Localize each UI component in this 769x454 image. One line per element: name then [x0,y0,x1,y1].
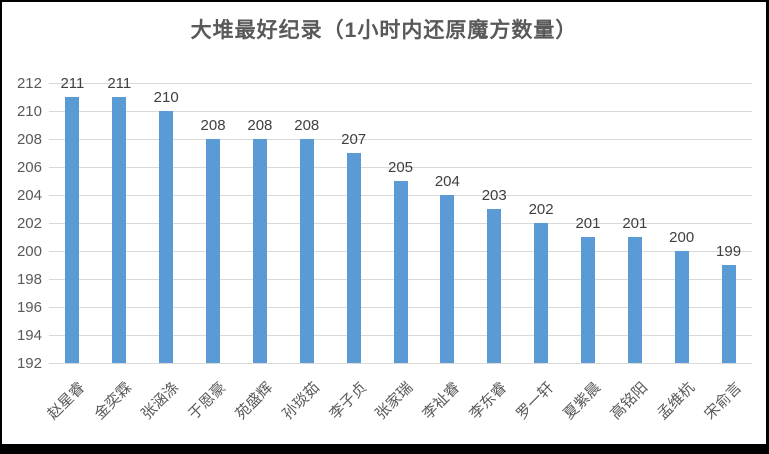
gridline [49,363,752,364]
bar-value-label: 210 [153,89,179,106]
x-axis-category-label: 宋俞言 [700,379,745,423]
bar [487,209,502,363]
bar-value-label: 201 [575,215,601,232]
x-axis-category-label: 孟维杭 [653,379,698,423]
bar [299,139,314,363]
gridline [49,83,752,84]
bar [112,97,127,363]
x-axis-category-label: 高铭阳 [607,379,651,423]
y-axis-tick-label: 212 [16,75,42,92]
x-axis-category-label: 张家瑞 [372,379,417,423]
bar-value-label: 199 [716,243,742,260]
bar-value-label: 200 [669,229,695,246]
x-axis-category-label: 夏紫晨 [560,379,605,423]
y-axis-tick-label: 210 [16,103,42,120]
x-axis-category-label: 李祉睿 [419,379,464,423]
bar-value-label: 211 [60,75,85,92]
bar-value-label: 208 [200,117,226,134]
x-axis-category-label: 李子贞 [325,379,370,423]
bar-value-label: 208 [294,117,320,134]
gridline [49,167,752,168]
y-axis-tick-label: 192 [16,355,42,372]
plot-area: 211 211 210 208 208 208 207 205 204 203 202 201 201 2… [49,75,752,364]
bar-value-label: 203 [481,187,507,204]
bar [252,139,267,363]
x-axis-category-label: 张涵涤 [138,379,183,423]
y-axis-tick-label: 196 [16,299,42,316]
bar [627,237,642,363]
bar-value-label: 205 [387,159,414,176]
bar [393,181,408,363]
bar [674,251,689,363]
x-axis-category-label: 苑盛辉 [232,379,277,423]
x-axis-category-label: 孙琰茹 [279,379,323,423]
bar-value-label: 202 [528,201,554,218]
bar [206,139,221,363]
bar [65,97,80,363]
x-axis-category-label: 金奕霖 [91,379,136,423]
y-axis-tick-label: 198 [16,271,42,288]
gridline [49,111,752,112]
x-axis: 赵星睿 金奕霖 张涵涤 于恩豪 苑盛辉 孙琰茹 李子贞 张家瑞 李祉睿 李东睿 罗一轩 夏紫晨 高铭阳孟… [45,369,752,444]
bar [580,237,595,363]
bar [159,111,174,363]
y-axis-tick-label: 208 [16,131,42,148]
y-axis-tick-label: 204 [16,187,42,204]
y-axis-tick-label: 200 [16,243,42,260]
bar [534,223,549,363]
bar-value-label: 211 [107,75,132,92]
x-axis-category-label: 罗一轩 [513,379,558,423]
y-axis-tick-label: 194 [16,327,42,344]
x-axis-category-label: 李东睿 [466,379,511,423]
bar-value-label: 207 [341,131,367,148]
x-axis-category-label: 赵星睿 [44,379,89,423]
bar [346,153,361,363]
y-axis-tick-label: 202 [16,215,42,232]
bar [721,265,736,363]
chart-title: 大堆最好纪录（1小时内还原魔方数量） [190,19,578,42]
bar-value-label: 204 [434,173,460,190]
bar-value-label: 201 [622,215,648,232]
y-axis-tick-label: 206 [16,159,42,176]
bar [440,195,455,363]
y-axis: 212 210 208 206 204 202 200 198 196 194 192 [2,75,44,372]
bar-value-label: 208 [247,117,273,134]
gridline [49,139,752,140]
x-axis-category-label: 于恩豪 [185,379,230,423]
